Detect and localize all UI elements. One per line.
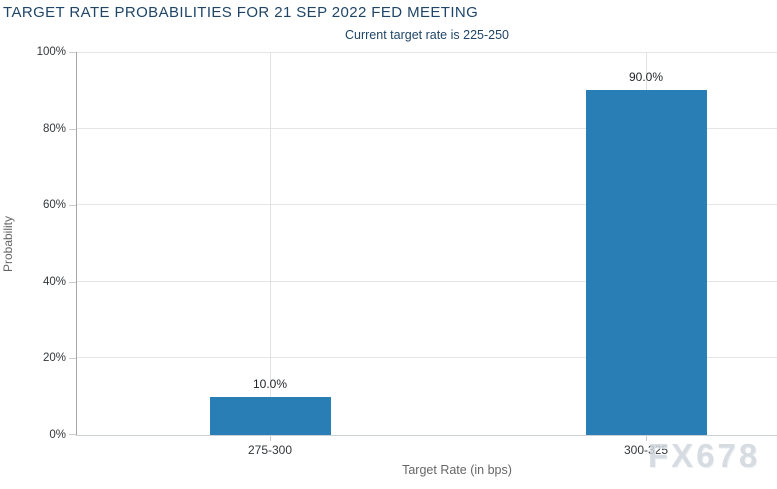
h-gridline bbox=[76, 52, 777, 53]
bar-value-label: 10.0% bbox=[252, 377, 288, 391]
chart-subtitle: Current target rate is 225-250 bbox=[345, 28, 509, 42]
h-gridline bbox=[76, 357, 777, 358]
x-tick-label: 300-325 bbox=[623, 443, 669, 457]
y-tick-mark bbox=[69, 434, 76, 435]
h-gridline bbox=[76, 128, 777, 129]
x-tick-mark bbox=[270, 436, 271, 441]
y-tick-mark bbox=[69, 282, 76, 283]
bar-300-325[interactable] bbox=[586, 90, 707, 435]
chart-title: TARGET RATE PROBABILITIES FOR 21 SEP 202… bbox=[3, 4, 479, 21]
plot-area: 0% 20% 40% 60% 80% 100% 275-300 300-325 10.0% 90.… bbox=[37, 46, 777, 457]
y-axis-line bbox=[76, 52, 77, 435]
y-tick-label: 80% bbox=[42, 123, 66, 135]
y-tick-label: 0% bbox=[49, 429, 66, 441]
x-axis-title: Target Rate (in bps) bbox=[402, 463, 512, 477]
y-tick-mark bbox=[69, 358, 76, 359]
v-gridline bbox=[270, 52, 271, 435]
bar-value-label: 90.0% bbox=[628, 70, 664, 84]
y-tick-label: 40% bbox=[42, 276, 66, 288]
y-tick-label: 20% bbox=[42, 352, 66, 364]
x-tick-mark bbox=[646, 436, 647, 441]
h-gridline bbox=[76, 281, 777, 282]
y-tick-label: 100% bbox=[36, 46, 66, 58]
y-tick-mark bbox=[69, 52, 76, 53]
watermark: FX678 bbox=[648, 437, 761, 474]
h-gridline bbox=[76, 204, 777, 205]
y-tick-label: 60% bbox=[42, 199, 66, 211]
x-axis-line bbox=[76, 435, 777, 436]
bar-275-300[interactable] bbox=[210, 397, 331, 435]
y-tick-mark bbox=[69, 129, 76, 130]
y-tick-mark bbox=[69, 205, 76, 206]
x-tick-label: 275-300 bbox=[247, 443, 293, 457]
